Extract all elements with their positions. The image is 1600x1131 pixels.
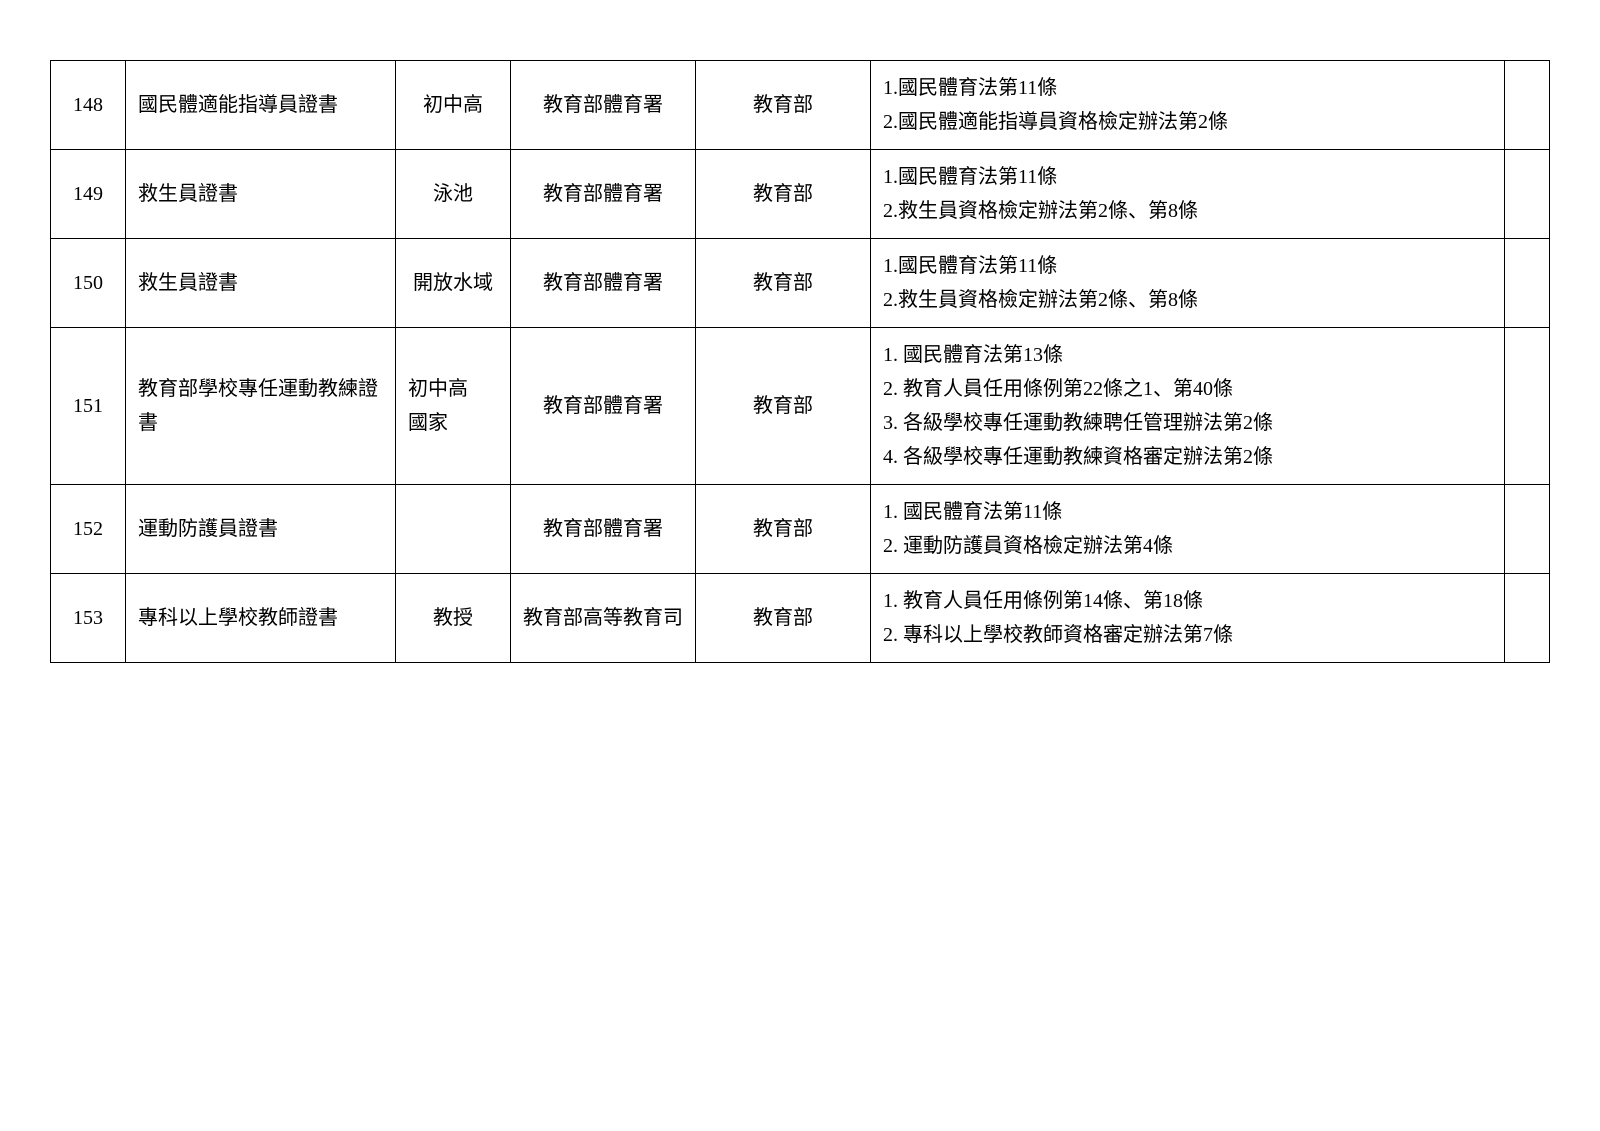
cell-legal-basis: 1. 教育人員任用條例第14條、第18條2. 專科以上學校教師資格審定辦法第7條 [871, 574, 1505, 663]
cell-extra [1505, 574, 1550, 663]
cell-level: 初中高國家 [396, 328, 511, 485]
cell-extra [1505, 61, 1550, 150]
cell-legal-basis: 1.國民體育法第11條2.救生員資格檢定辦法第2條、第8條 [871, 239, 1505, 328]
basis-item: 2.國民體適能指導員資格檢定辦法第2條 [883, 105, 1492, 139]
cell-ministry: 教育部 [696, 485, 871, 574]
cell-legal-basis: 1. 國民體育法第13條2. 教育人員任用條例第22條之1、第40條3. 各級學… [871, 328, 1505, 485]
cell-agency: 教育部體育署 [511, 150, 696, 239]
cell-number: 152 [51, 485, 126, 574]
cell-number: 151 [51, 328, 126, 485]
cell-number: 148 [51, 61, 126, 150]
cell-agency: 教育部體育署 [511, 328, 696, 485]
cell-ministry: 教育部 [696, 328, 871, 485]
cell-agency: 教育部體育署 [511, 61, 696, 150]
cell-certificate-name: 國民體適能指導員證書 [126, 61, 396, 150]
cell-certificate-name: 教育部學校專任運動教練證書 [126, 328, 396, 485]
table-body: 148國民體適能指導員證書初中高教育部體育署教育部1.國民體育法第11條2.國民… [51, 61, 1550, 663]
cell-agency: 教育部體育署 [511, 239, 696, 328]
cell-number: 150 [51, 239, 126, 328]
table-row: 153專科以上學校教師證書教授教育部高等教育司教育部1. 教育人員任用條例第14… [51, 574, 1550, 663]
cell-extra [1505, 150, 1550, 239]
cell-certificate-name: 專科以上學校教師證書 [126, 574, 396, 663]
cell-certificate-name: 運動防護員證書 [126, 485, 396, 574]
cell-agency: 教育部體育署 [511, 485, 696, 574]
cell-level: 初中高 [396, 61, 511, 150]
cell-ministry: 教育部 [696, 574, 871, 663]
cell-legal-basis: 1. 國民體育法第11條2. 運動防護員資格檢定辦法第4條 [871, 485, 1505, 574]
basis-item: 2.救生員資格檢定辦法第2條、第8條 [883, 283, 1492, 317]
basis-item: 1. 國民體育法第11條 [883, 495, 1492, 529]
cell-level [396, 485, 511, 574]
table-row: 150救生員證書開放水域教育部體育署教育部1.國民體育法第11條2.救生員資格檢… [51, 239, 1550, 328]
basis-item: 2. 運動防護員資格檢定辦法第4條 [883, 529, 1492, 563]
cell-extra [1505, 328, 1550, 485]
basis-item: 3. 各級學校專任運動教練聘任管理辦法第2條 [883, 406, 1492, 440]
basis-item: 4. 各級學校專任運動教練資格審定辦法第2條 [883, 440, 1492, 474]
table-row: 151教育部學校專任運動教練證書初中高國家教育部體育署教育部1. 國民體育法第1… [51, 328, 1550, 485]
table-row: 149救生員證書泳池教育部體育署教育部1.國民體育法第11條2.救生員資格檢定辦… [51, 150, 1550, 239]
basis-item: 2.救生員資格檢定辦法第2條、第8條 [883, 194, 1492, 228]
basis-item: 2. 教育人員任用條例第22條之1、第40條 [883, 372, 1492, 406]
basis-item: 1. 國民體育法第13條 [883, 338, 1492, 372]
table-row: 148國民體適能指導員證書初中高教育部體育署教育部1.國民體育法第11條2.國民… [51, 61, 1550, 150]
cell-agency: 教育部高等教育司 [511, 574, 696, 663]
cell-number: 149 [51, 150, 126, 239]
cell-ministry: 教育部 [696, 61, 871, 150]
cell-extra [1505, 485, 1550, 574]
cell-level: 開放水域 [396, 239, 511, 328]
cell-ministry: 教育部 [696, 239, 871, 328]
basis-item: 1.國民體育法第11條 [883, 71, 1492, 105]
cell-legal-basis: 1.國民體育法第11條2.國民體適能指導員資格檢定辦法第2條 [871, 61, 1505, 150]
basis-item: 1.國民體育法第11條 [883, 160, 1492, 194]
cell-certificate-name: 救生員證書 [126, 150, 396, 239]
cell-ministry: 教育部 [696, 150, 871, 239]
basis-item: 1. 教育人員任用條例第14條、第18條 [883, 584, 1492, 618]
cell-number: 153 [51, 574, 126, 663]
table-row: 152運動防護員證書教育部體育署教育部1. 國民體育法第11條2. 運動防護員資… [51, 485, 1550, 574]
basis-item: 1.國民體育法第11條 [883, 249, 1492, 283]
cell-legal-basis: 1.國民體育法第11條2.救生員資格檢定辦法第2條、第8條 [871, 150, 1505, 239]
cell-level: 教授 [396, 574, 511, 663]
cell-extra [1505, 239, 1550, 328]
basis-item: 2. 專科以上學校教師資格審定辦法第7條 [883, 618, 1492, 652]
cell-certificate-name: 救生員證書 [126, 239, 396, 328]
cell-level: 泳池 [396, 150, 511, 239]
certificate-table: 148國民體適能指導員證書初中高教育部體育署教育部1.國民體育法第11條2.國民… [50, 60, 1550, 663]
